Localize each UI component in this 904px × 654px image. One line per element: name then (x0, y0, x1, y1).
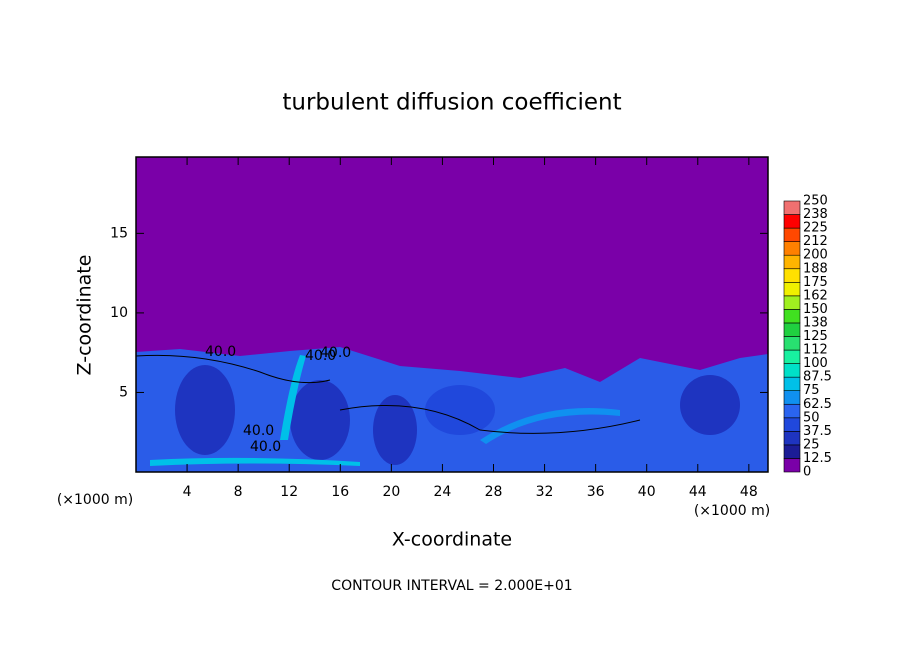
plot-frame (135, 156, 769, 473)
eddy (290, 380, 350, 460)
colorbar-label: 175 (803, 275, 828, 290)
eddy (425, 385, 495, 435)
x-unit: (×1000 m) (694, 503, 770, 519)
colorbar-band (783, 431, 801, 446)
colorbar-band (783, 322, 801, 337)
eddy (175, 365, 235, 455)
colorbar-label: 37.5 (803, 424, 832, 439)
colorbar-band (783, 390, 801, 405)
x-tick-label: 36 (587, 484, 605, 500)
streak (480, 408, 620, 444)
y-tick-label: 10 (110, 305, 128, 321)
colorbar-band (783, 268, 801, 283)
colorbar-band (783, 336, 801, 351)
colorbar-label: 212 (803, 234, 828, 249)
colorbar-label: 75 (803, 383, 820, 398)
contour-label: 40.0 (250, 439, 281, 455)
x-axis-label: X-coordinate (392, 529, 512, 551)
contour-line (339, 405, 641, 434)
colorbar-band (783, 376, 801, 391)
colorbar-label: 150 (803, 302, 828, 317)
colorbar-band (783, 254, 801, 270)
eddy (680, 375, 740, 435)
colorbar-band (783, 309, 801, 324)
contour-label: 40.0 (320, 345, 351, 361)
colorbar-label: 188 (803, 261, 828, 276)
y-axis-label: Z-coordinate (74, 255, 96, 376)
field (136, 347, 768, 472)
eddy (373, 395, 417, 465)
colorbar-band (783, 281, 801, 297)
contour-line (136, 354, 331, 384)
colorbar-label: 138 (803, 315, 828, 330)
colorbar-label: 25 (803, 437, 820, 452)
streak (150, 457, 360, 466)
colorbar-band (783, 295, 801, 310)
footnote: CONTOUR INTERVAL = 2.000E+01 (331, 578, 572, 594)
x-tick-label: 44 (689, 484, 707, 500)
colorbar-label: 112 (803, 343, 828, 358)
colorbar-label: 0 (803, 465, 811, 480)
colorbar-band (783, 363, 801, 378)
x-tick-label: 12 (280, 484, 298, 500)
colorbar-label: 62.5 (803, 397, 832, 412)
colorbar-label: 125 (803, 329, 828, 344)
colorbar-label: 162 (803, 288, 828, 303)
colorbar-label: 100 (803, 356, 828, 371)
x-unit: (×1000 m) (57, 492, 133, 508)
colorbar-label: 50 (803, 410, 820, 425)
colorbar-band (783, 227, 801, 242)
colorbar-label: 238 (803, 207, 828, 222)
x-tick-label: 16 (331, 484, 349, 500)
colorbar-label: 200 (803, 248, 828, 263)
contour-label: 40.0 (305, 348, 336, 364)
x-tick-label: 24 (434, 484, 452, 500)
colorbar-band (783, 349, 801, 364)
colorbar-label: 12.5 (803, 451, 832, 466)
contour-label: 40.0 (205, 344, 236, 360)
x-tick-label: 48 (740, 484, 758, 500)
colorbar-band (783, 214, 801, 229)
contour-label: 40.0 (243, 423, 274, 439)
chart-title: turbulent diffusion coefficient (282, 90, 621, 116)
colorbar-band (783, 417, 801, 432)
x-tick-label: 40 (638, 484, 656, 500)
colorbar-label: 250 (803, 194, 828, 209)
colorbar-band (783, 403, 801, 419)
colorbar-label: 225 (803, 221, 828, 236)
x-tick-label: 4 (183, 484, 192, 500)
y-tick-label: 5 (119, 384, 128, 400)
colorbar-band (783, 444, 801, 459)
x-tick-label: 28 (485, 484, 503, 500)
x-tick-label: 20 (382, 484, 400, 500)
colorbar-band (783, 458, 801, 473)
colorbar-band (783, 200, 801, 215)
colorbar-band (783, 241, 801, 256)
y-tick-label: 15 (110, 225, 128, 241)
streak (280, 355, 306, 440)
x-tick-label: 32 (536, 484, 554, 500)
x-tick-label: 8 (234, 484, 243, 500)
colorbar-label: 87.5 (803, 370, 832, 385)
